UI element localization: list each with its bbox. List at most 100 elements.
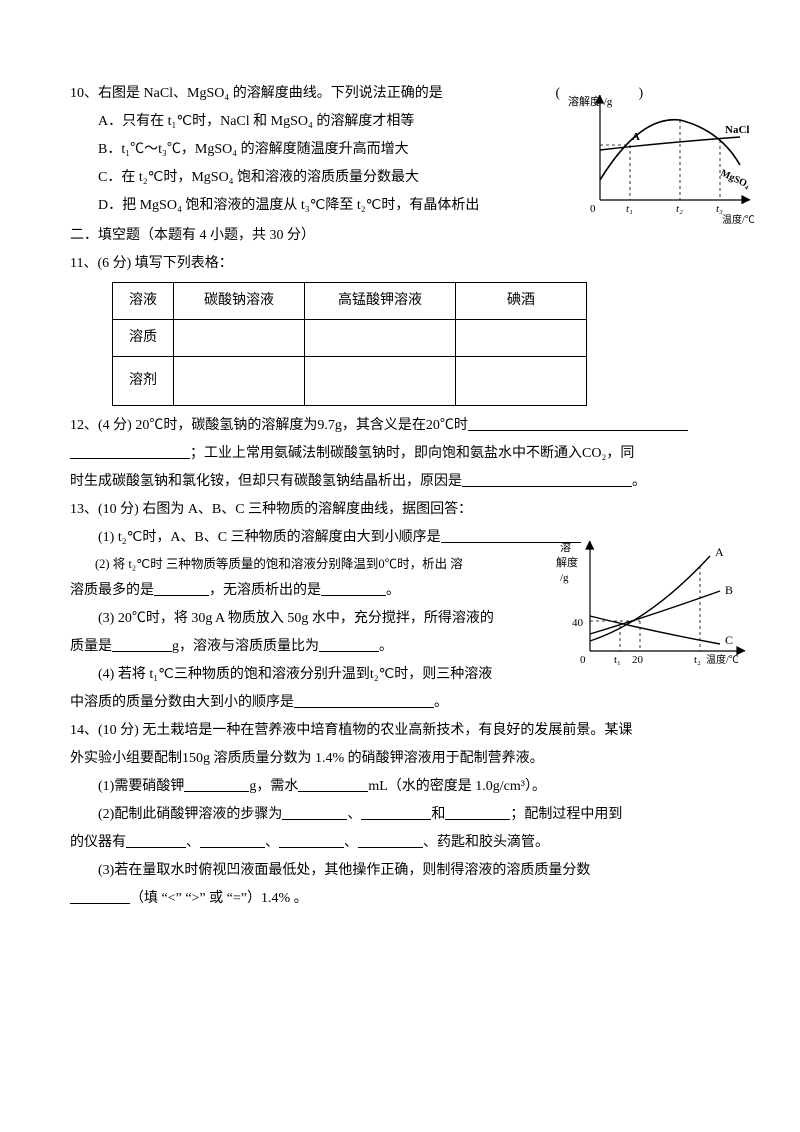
- q13-stem: 13、(10 分) 右图为 A、B、C 三种物质的溶解度曲线，据图回答：: [70, 496, 740, 524]
- q13-p3b: 质量是: [70, 639, 112, 654]
- q14-p2-b6[interactable]: [279, 834, 344, 848]
- q13-p4-blank[interactable]: [294, 694, 434, 708]
- g1-ylabel: 溶解度 /g: [568, 94, 613, 108]
- g1-mgso4: MgSO₄: [719, 168, 752, 191]
- q11-r1c0: 溶剂: [113, 357, 174, 406]
- g2-yl1: 溶: [560, 540, 571, 554]
- q12-blank3[interactable]: [462, 473, 632, 487]
- q14-p2e: 的仪器有: [70, 835, 126, 850]
- q14-p1b: g，需水: [249, 779, 298, 794]
- q14-p3b: （填 “<” “>” 或 “=”）1.4% 。: [130, 891, 308, 906]
- q14-p2b: 、: [347, 807, 361, 822]
- q14-p2-b2[interactable]: [361, 806, 431, 820]
- q14-p2: (2)配制此硝酸钾溶液的步骤为 、 和 ；配制过程中用到: [98, 801, 740, 829]
- q14-p2a: (2)配制此硝酸钾溶液的步骤为: [98, 807, 282, 822]
- q11-r0c3[interactable]: [456, 320, 587, 357]
- g1-t2: t₂: [676, 203, 683, 215]
- q14-p2-b4[interactable]: [126, 834, 186, 848]
- q11-r0c2[interactable]: [305, 320, 456, 357]
- q14-p1a: (1)需要硝酸钾: [98, 779, 184, 794]
- q11-stem: 11、(6 分) 填写下列表格：: [70, 256, 233, 271]
- q14-p2d: ；配制过程中用到: [510, 807, 622, 822]
- q14-p2i: 、药匙和胶头滴管。: [423, 835, 549, 850]
- g2-t2: t₂: [694, 654, 701, 666]
- q11-row-solute: 溶质: [113, 320, 587, 357]
- g2-xlabel: 温度/℃: [706, 653, 739, 666]
- g1-pointA: A: [632, 131, 640, 143]
- q13-p2b: 溶质最多的是: [70, 583, 154, 598]
- g1-xlabel: 温度/℃: [722, 213, 755, 225]
- g1-nacl: NaCl: [725, 124, 749, 136]
- q11-col1: 碳酸钠溶液: [174, 283, 305, 320]
- q14-p2c: 和: [431, 807, 445, 822]
- q14-p1-blank2[interactable]: [298, 778, 368, 792]
- q11-row-solvent: 溶剂: [113, 357, 587, 406]
- q13-p3d: 。: [379, 639, 393, 654]
- g2-C: C: [725, 633, 733, 647]
- q14-p2-b1[interactable]: [282, 806, 347, 820]
- q11-col3: 碘酒: [456, 283, 587, 320]
- q14-stem2: 外实验小组要配制150g 溶质质量分数为 1.4% 的硝酸钾溶液用于配制营养液。: [70, 745, 740, 773]
- q12-p1: 12、(4 分) 20℃时，碳酸氢钠的溶解度为9.7g，其含义是在20℃时: [70, 418, 468, 433]
- g2-origin: 0: [580, 654, 586, 666]
- q11-header-row: 溶液 碳酸钠溶液 高锰酸钾溶液 碘酒: [113, 283, 587, 320]
- g2-yl2: 解度: [556, 555, 578, 569]
- q13-p2c: ，无溶质析出的是: [209, 583, 321, 598]
- g1-t3: t₃: [716, 203, 723, 215]
- q13-p3c: g，溶液与溶质质量比为: [172, 639, 319, 654]
- q13-graph: 溶 解度 /g 40 A B C 0 t₁ 20 t₂ 温度/℃: [550, 536, 750, 676]
- g2-B: B: [725, 583, 733, 597]
- g1-t1: t₁: [626, 203, 633, 215]
- q14-p2-b3[interactable]: [445, 806, 510, 820]
- g2-ytick: 40: [572, 617, 584, 629]
- q13-p3-blank2[interactable]: [319, 638, 379, 652]
- q14-stem1: 14、(10 分) 无土栽培是一种在营养液中培育植物的农业高新技术，有良好的发展…: [70, 717, 740, 745]
- q14-p1: (1)需要硝酸钾 g，需水 mL（水的密度是 1.0g/cm³）。: [98, 773, 740, 801]
- q14-p1-blank1[interactable]: [184, 778, 249, 792]
- q13-p3-blank1[interactable]: [112, 638, 172, 652]
- q10-graph: 溶解度 /g A NaCl MgSO₄ 0 t₁ t₂ t₃ 温度/℃: [560, 85, 760, 225]
- question-11: 11、(6 分) 填写下列表格： 溶液 碳酸钠溶液 高锰酸钾溶液 碘酒 溶质 溶…: [70, 250, 740, 406]
- q14-p2g: 、: [265, 835, 279, 850]
- g2-yl3: /g: [560, 572, 569, 584]
- g2-t1: t₁: [614, 654, 621, 666]
- q11-r0c0: 溶质: [113, 320, 174, 357]
- question-10: 10、右图是 NaCl、MgSO₄ 的溶解度曲线。下列说法正确的是 ( ) A．…: [70, 80, 740, 220]
- q12-blank2[interactable]: [70, 445, 190, 459]
- q14-p2h: 、: [344, 835, 358, 850]
- q11-table: 溶液 碳酸钠溶液 高锰酸钾溶液 碘酒 溶质 溶剂: [112, 282, 587, 406]
- g2-A: A: [715, 545, 724, 559]
- q11-col0: 溶液: [113, 283, 174, 320]
- q13-p4b: 中溶质的质量分数由大到小的顺序是: [70, 695, 294, 710]
- q11-r1c2[interactable]: [305, 357, 456, 406]
- q13-p1a: (1) t₂℃时，A、B、C 三种物质的溶解度由大到小顺序是: [98, 530, 441, 545]
- q13-p4line2: 中溶质的质量分数由大到小的顺序是 。: [70, 689, 740, 717]
- q11-r1c3[interactable]: [456, 357, 587, 406]
- question-12: 12、(4 分) 20℃时，碳酸氢钠的溶解度为9.7g，其含义是在20℃时 ；工…: [70, 412, 740, 496]
- q12-p3: 时生成碳酸氢钠和氯化铵，但却只有碳酸氢钠结晶析出，原因是: [70, 474, 462, 489]
- q11-col2: 高锰酸钾溶液: [305, 283, 456, 320]
- q14-p3a: (3)若在量取水时俯视凹液面最低处，其他操作正确，则制得溶液的溶质质量分数: [98, 857, 740, 885]
- q14-p1c: mL（水的密度是 1.0g/cm³）。: [368, 779, 546, 794]
- q13-p2-blank2[interactable]: [321, 582, 386, 596]
- q12-tail: 。: [632, 474, 646, 489]
- q14-p2-b7[interactable]: [358, 834, 423, 848]
- q12-p2: ；工业上常用氨碱法制碳酸氢钠时，即向饱和氨盐水中不断通入CO₂，同: [190, 446, 634, 461]
- q14-p2-b5[interactable]: [200, 834, 265, 848]
- q13-p4c: 。: [434, 695, 448, 710]
- section-2-title: 二．填空题（本题有 4 小题，共 30 分）: [70, 222, 740, 250]
- q12-blank1[interactable]: [468, 417, 688, 431]
- q11-r0c1[interactable]: [174, 320, 305, 357]
- question-13: 13、(10 分) 右图为 A、B、C 三种物质的溶解度曲线，据图回答： (1)…: [70, 496, 740, 717]
- q10-stem-text: 10、右图是 NaCl、MgSO₄ 的溶解度曲线。下列说法正确的是: [70, 86, 443, 101]
- question-14: 14、(10 分) 无土栽培是一种在营养液中培育植物的农业高新技术，有良好的发展…: [70, 717, 740, 913]
- g1-origin: 0: [590, 203, 596, 215]
- g2-20: 20: [632, 654, 644, 666]
- q11-r1c1[interactable]: [174, 357, 305, 406]
- q14-p3line2: （填 “<” “>” 或 “=”）1.4% 。: [70, 885, 740, 913]
- q13-p2d: 。: [386, 583, 400, 598]
- q14-p3-blank[interactable]: [70, 890, 130, 904]
- q14-p2f: 、: [186, 835, 200, 850]
- q14-p2line2: 的仪器有 、 、 、 、药匙和胶头滴管。: [70, 829, 740, 857]
- q13-p2-blank1[interactable]: [154, 582, 209, 596]
